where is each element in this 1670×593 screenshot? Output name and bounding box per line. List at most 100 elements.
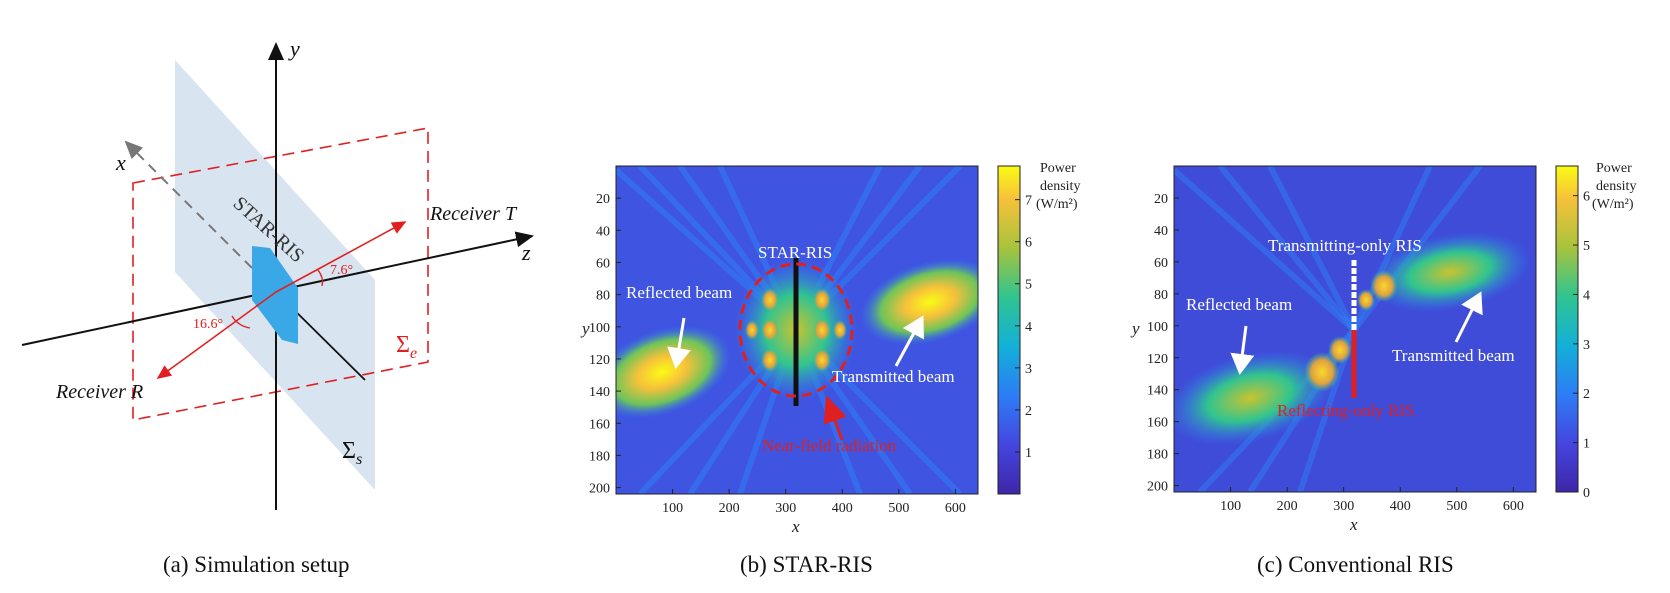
ytick-label: 160 <box>1147 416 1168 431</box>
colorbar-c-title-2: density <box>1596 179 1636 194</box>
star-ris-element <box>252 246 298 344</box>
angle-arc-t <box>317 269 324 287</box>
colorbar-tick-label: 6 <box>1025 236 1032 251</box>
caption-a: (a) Simulation setup <box>163 552 350 577</box>
reflected-label-c: Reflected beam <box>1186 295 1292 314</box>
receiver-r-label: Receiver R <box>55 381 143 403</box>
angle-r-label: 16.6° <box>193 317 223 332</box>
nearfield-circle <box>738 262 854 398</box>
ytick-label: 20 <box>1154 192 1168 207</box>
xtick-label: 400 <box>1390 499 1411 514</box>
colorbar-c-ticks: 0 1 2 3 4 5 6 <box>1573 190 1590 501</box>
colorbar-tick-label: 5 <box>1025 278 1032 293</box>
panel-a-diagram: y x z STAR-RIS Receiver T Receiver R 7.6… <box>21 36 534 510</box>
hotspot-c-3 <box>1370 270 1398 302</box>
caption-b: (b) STAR-RIS <box>740 552 873 577</box>
xtick-label: 300 <box>775 501 796 516</box>
t-only-label: Transmitting-only RIS <box>1268 236 1422 255</box>
sigma-s-label: Σs <box>342 438 362 468</box>
reflected-arrow-c <box>1230 325 1255 375</box>
ytick-label: 140 <box>589 385 610 400</box>
xtick-label: 600 <box>945 501 966 516</box>
colorbar-tick-label: 0 <box>1583 486 1590 501</box>
reflected-beam-b <box>616 325 732 419</box>
ytick-label: 180 <box>1147 448 1168 463</box>
reflected-beam-c <box>1174 350 1335 446</box>
ytick-label: 40 <box>1154 224 1168 239</box>
colorbar-tick-label: 4 <box>1583 288 1590 303</box>
ytick-label: 200 <box>1147 480 1168 495</box>
colorbar-tick-label: 2 <box>1025 404 1032 419</box>
plane-sigma-e <box>132 127 429 421</box>
ylabel-b: y <box>580 319 590 338</box>
colorbar-tick-label: 2 <box>1583 387 1590 402</box>
reflected-ray <box>156 291 277 379</box>
colorbar-tick-label: 7 <box>1025 194 1032 209</box>
colorbar-b-title-3: (W/m²) <box>1036 197 1078 212</box>
xtick-label: 600 <box>1503 499 1524 514</box>
transmitted-beam-c <box>1368 231 1532 313</box>
xtick-label: 500 <box>1446 499 1467 514</box>
xtick-label: 100 <box>1220 499 1241 514</box>
colorbar-tick-label: 1 <box>1583 437 1590 452</box>
receiver-t-label: Receiver T <box>429 203 518 225</box>
ytick-label: 100 <box>589 321 610 336</box>
colorbar-tick-label: 4 <box>1025 320 1032 335</box>
colorbar-tick-label: 3 <box>1583 338 1590 353</box>
reflected-arrow-b <box>667 317 691 369</box>
xtick-label: 400 <box>832 501 853 516</box>
angle-t-label: 7.6° <box>330 263 353 278</box>
xtick-label: 100 <box>662 501 683 516</box>
ytick-label: 200 <box>589 482 610 497</box>
r-only-label: Reflecting-only RIS <box>1277 401 1414 420</box>
ytick-label: 120 <box>589 353 610 368</box>
heatmap-b-frame <box>615 165 979 495</box>
colorbar-b-title-2: density <box>1040 179 1080 194</box>
heatmap-b-ticks: 100 200 300 400 500 600 20 40 60 80 100 120 140 160 18… <box>589 192 966 516</box>
axis-y-label: y <box>288 36 300 61</box>
colorbar-b-ticks: 1 2 3 4 5 6 7 <box>1015 194 1032 461</box>
heatmap-c-ticks: 100 200 300 400 500 600 20 40 60 80 100 120 140 160 18… <box>1147 192 1524 514</box>
ytick-label: 20 <box>596 192 610 207</box>
colorbar-c-title-1: Power <box>1596 161 1632 176</box>
ytick-label: 60 <box>1154 256 1168 271</box>
xtick-label: 200 <box>719 501 740 516</box>
xlabel-b: x <box>791 517 800 536</box>
colorbar-c <box>1555 165 1579 493</box>
transmitted-label-b: Transmitted beam <box>832 367 955 386</box>
transmitted-label-c: Transmitted beam <box>1392 346 1515 365</box>
ytick-label: 40 <box>596 224 610 239</box>
xtick-label: 300 <box>1333 499 1354 514</box>
panel-b-heatmap: STAR-RIS Reflected beam Transmitted beam… <box>580 161 1080 536</box>
transmitted-ray <box>275 221 407 293</box>
xtick-label: 200 <box>1277 499 1298 514</box>
xlabel-c: x <box>1349 515 1358 534</box>
transmitted-arrow-c <box>1454 291 1483 343</box>
colorbar-tick-label: 5 <box>1583 239 1590 254</box>
colorbar-c-title-3: (W/m²) <box>1592 197 1634 212</box>
colorbar-tick-label: 1 <box>1025 446 1032 461</box>
nearfield-label: Near-field radiation <box>762 436 897 455</box>
caption-c: (c) Conventional RIS <box>1257 552 1454 577</box>
hotspot-c-4 <box>1357 289 1375 311</box>
ytick-label: 120 <box>1147 352 1168 367</box>
ytick-label: 180 <box>589 449 610 464</box>
xtick-label: 500 <box>888 501 909 516</box>
hotspot-c-1 <box>1304 352 1340 392</box>
colorbar-b-title-1: Power <box>1040 161 1076 176</box>
ytick-label: 140 <box>1147 384 1168 399</box>
ytick-label: 100 <box>1147 320 1168 335</box>
ylabel-c: y <box>1130 319 1140 338</box>
nearfield-spots-b <box>745 288 847 372</box>
colorbar-tick-label: 3 <box>1025 362 1032 377</box>
colorbar-tick-label: 6 <box>1583 190 1590 205</box>
ytick-label: 80 <box>1154 288 1168 303</box>
ytick-label: 80 <box>596 289 610 304</box>
ytick-label: 160 <box>589 417 610 432</box>
transmitted-beam-b <box>859 258 978 346</box>
sigma-e-label: Σe <box>396 332 417 362</box>
reflected-label-b: Reflected beam <box>626 283 732 302</box>
ris-label-b: STAR-RIS <box>758 243 832 262</box>
axis-x-label: x <box>115 150 126 175</box>
